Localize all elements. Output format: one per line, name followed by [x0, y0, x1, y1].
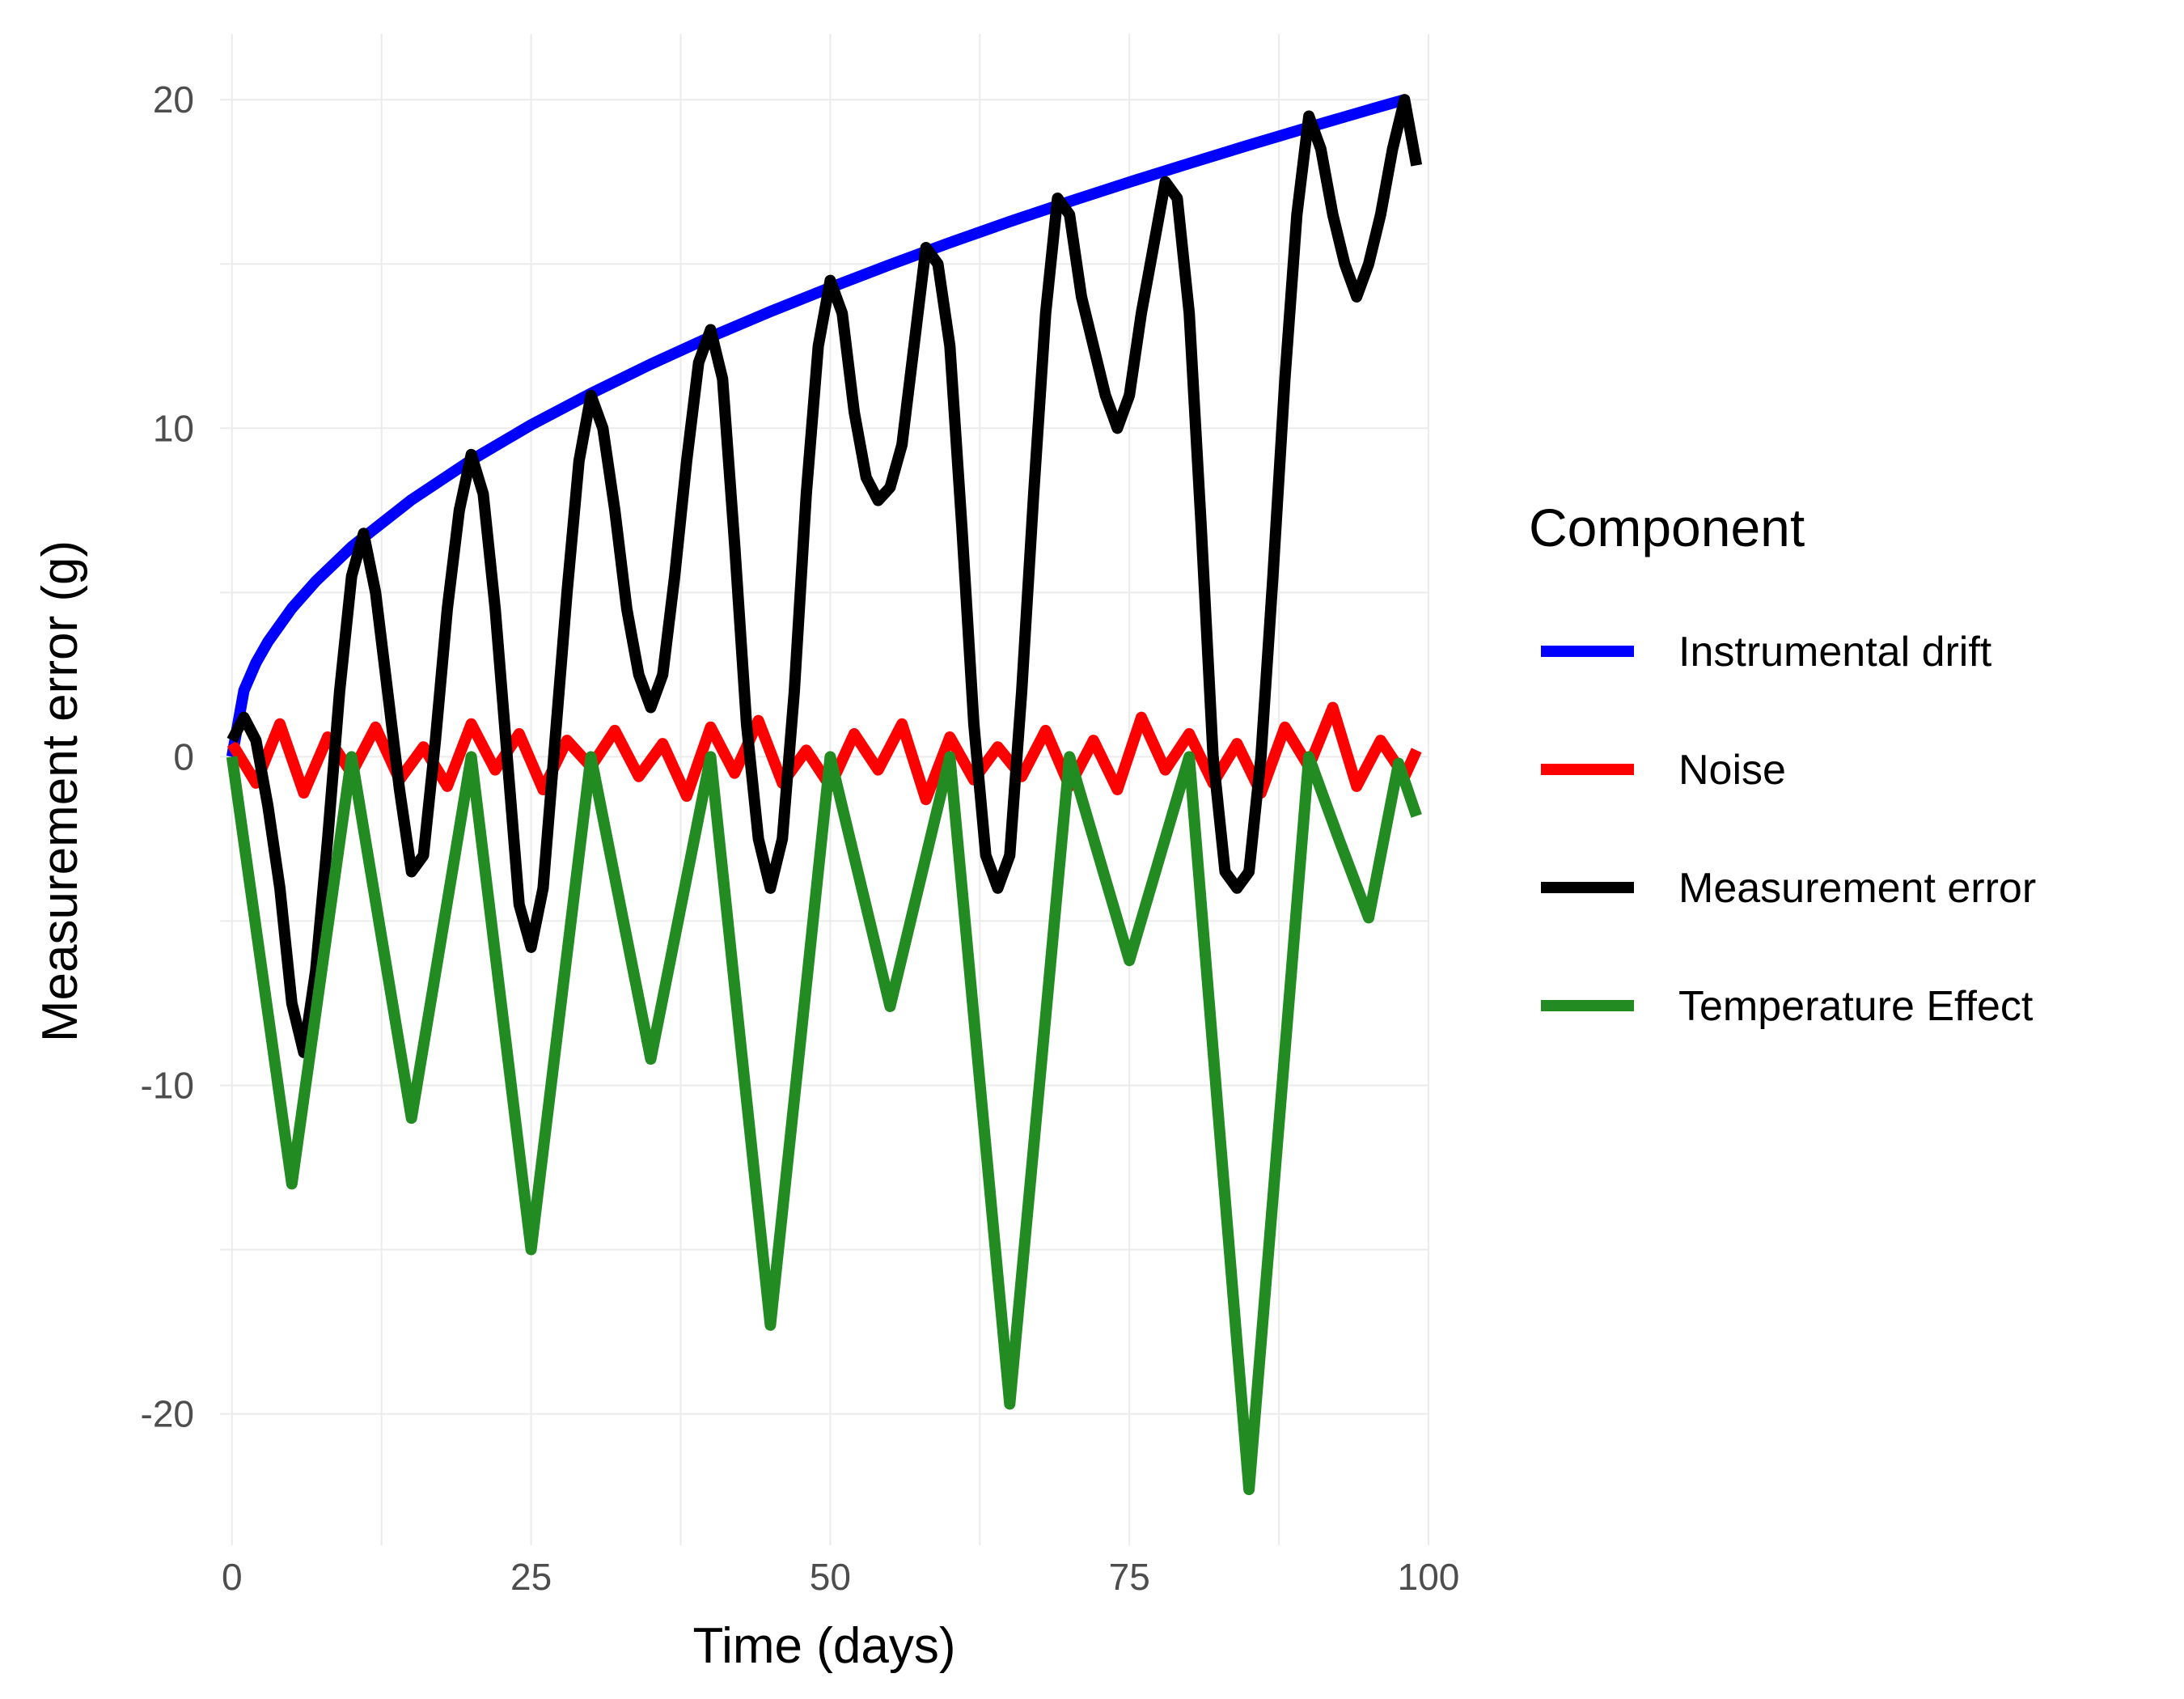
- x-tick-label: 50: [810, 1556, 851, 1598]
- plot-series: [226, 94, 1423, 1495]
- legend-label-instrumental-drift: Instrumental drift: [1678, 629, 1992, 676]
- x-tick-label: 75: [1109, 1556, 1150, 1598]
- x-tick-label: 100: [1398, 1556, 1460, 1598]
- y-tick-label: -10: [141, 1064, 194, 1106]
- y-tick-label: 10: [153, 407, 194, 449]
- x-tick-label: 25: [510, 1556, 552, 1598]
- series-line-measurement-error: [226, 94, 1423, 1058]
- legend-label-temperature-effect: Temperature Effect: [1678, 983, 2034, 1030]
- y-tick-label: 20: [153, 78, 194, 121]
- x-tick-label: 0: [222, 1556, 243, 1598]
- y-tick-label: -20: [141, 1393, 194, 1435]
- y-tick-label: 0: [173, 735, 194, 777]
- legend-title: Component: [1529, 498, 1805, 557]
- x-axis-title: Time (days): [693, 1618, 956, 1674]
- legend-label-measurement-error: Measurement error: [1678, 865, 2036, 912]
- series-line-temperature-effect: [226, 751, 1422, 1495]
- y-axis-title: Measurement error (g): [32, 540, 88, 1042]
- y-tick-labels: -20 -10 0 10 20: [141, 78, 194, 1434]
- x-tick-labels: 0 25 50 75 100: [222, 1556, 1459, 1598]
- legend-label-noise: Noise: [1678, 747, 1786, 794]
- legend: Component Instrumental drift Noise Measure…: [1529, 498, 2036, 1030]
